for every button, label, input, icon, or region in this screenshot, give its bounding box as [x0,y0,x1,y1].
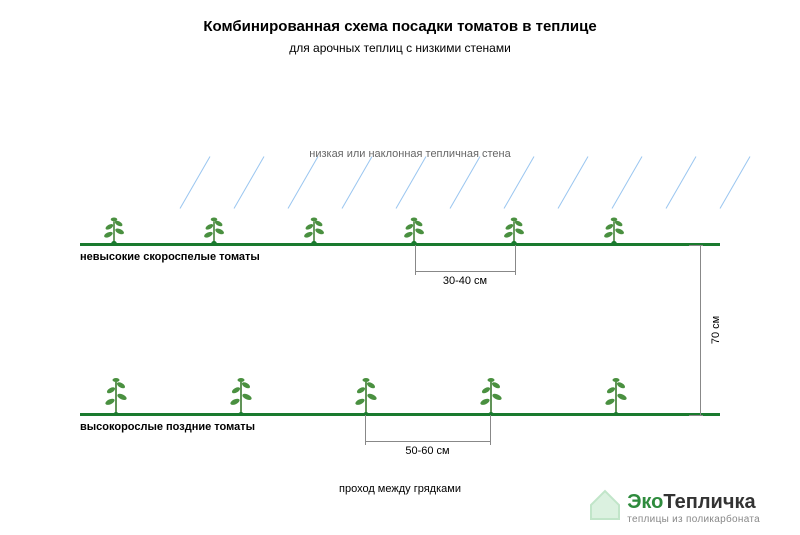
row2-plant [350,360,382,415]
wall-hatch [450,156,481,208]
row1-plant [200,205,228,245]
dimension-line [365,441,490,442]
dimension-line [415,271,515,272]
dimension-label: 30-40 см [415,275,515,287]
wall-hatch [612,156,643,208]
logo-eco: Эко [627,491,663,513]
logo-subtitle: теплицы из поликарбоната [627,514,760,525]
row1-plant [100,205,128,245]
wall-hatch [558,156,589,208]
row1-plant [400,205,428,245]
wall-hatch [504,156,535,208]
dimension-tick [365,415,366,445]
row2-plant [475,360,507,415]
house-icon [587,485,623,521]
row1-plant [500,205,528,245]
wall-hatch [342,156,373,208]
diagram-area: низкая или наклонная тепличная стена [0,18,800,535]
dimension-label: 50-60 см [365,445,490,457]
row2-label: высокорослые поздние томаты [80,421,255,433]
aisle-label: проход между грядками [300,483,500,495]
wall-hatch [666,156,697,208]
row2-plant [600,360,632,415]
wall-hatch [288,156,319,208]
row-gap-tick [689,415,703,416]
logo-tepl: Тепличка [663,491,755,513]
wall-hatch [720,156,751,208]
row1-plant [600,205,628,245]
dimension-tick [490,415,491,445]
wall-hatch [180,156,211,208]
row2-plant [100,360,132,415]
dimension-tick [515,245,516,275]
brand-logo: ЭкоТепличка теплицы из поликарбоната [627,491,760,525]
row-gap-tick [689,245,703,246]
row1-label: невысокие скороспелые томаты [80,251,260,263]
row-gap-label: 70 см [710,316,722,344]
logo-text: ЭкоТепличка [627,491,760,514]
wall-hatch [234,156,265,208]
row2-plant [225,360,257,415]
dimension-tick [415,245,416,275]
wall-label: низкая или наклонная тепличная стена [280,148,540,160]
wall-hatch [396,156,427,208]
row-gap-line [700,245,701,415]
row1-plant [300,205,328,245]
